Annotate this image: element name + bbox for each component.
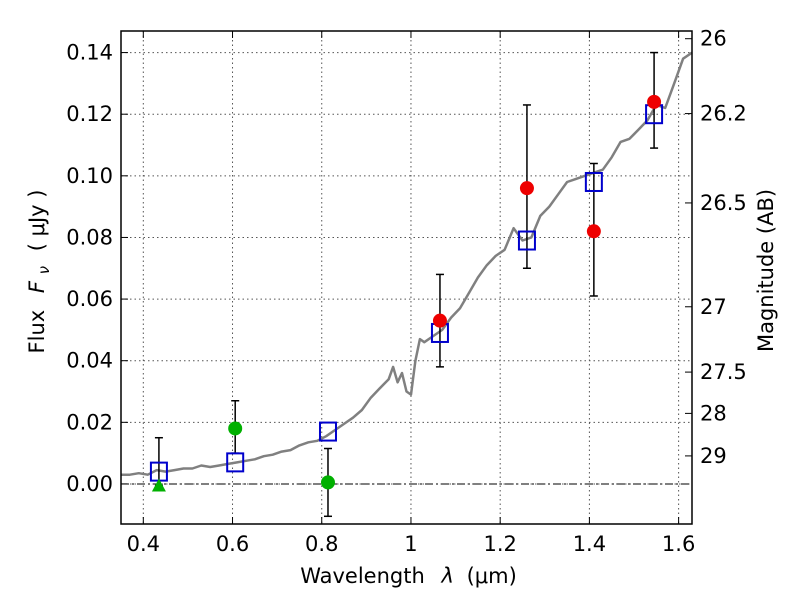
x-axis-label: Wavelength λ (μm): [300, 564, 517, 588]
y-axis-label: Flux F ν ( μJy ): [25, 190, 54, 354]
model-photometry-square: [584, 171, 603, 192]
data-point: [519, 181, 534, 196]
markers: [149, 94, 664, 492]
mag-tick-label: 28: [700, 401, 727, 425]
y-axis-label-text: Flux: [25, 310, 49, 354]
x-tick-label: 1.2: [483, 532, 516, 556]
model-photometry-square: [517, 230, 536, 251]
upper-limit-triangle: [151, 478, 166, 492]
y-axis-label-symbol: F: [25, 280, 49, 293]
mag-tick-label: 29: [700, 444, 727, 468]
model-photometry-square: [226, 452, 245, 473]
plot-frame: [120, 30, 693, 525]
x-axis-label-unit: (μm): [467, 564, 517, 588]
model-sed-layer: [121, 51, 693, 476]
y-tick-label: 0.12: [66, 102, 113, 126]
y-tick-label: 0.06: [66, 287, 113, 311]
y-tick-label: 0.04: [66, 349, 113, 373]
data-point: [228, 421, 243, 436]
y-tick-label: 0.00: [66, 472, 113, 496]
x-tick-label: 1: [404, 532, 417, 556]
y-tick-label: 0.02: [66, 410, 113, 434]
x-tick-label: 0.6: [216, 532, 249, 556]
y-tick-label: 0.10: [66, 164, 113, 188]
mag-tick-label: 27: [700, 295, 727, 319]
y-tick-label: 0.14: [66, 41, 113, 65]
model-sed-line: [121, 51, 693, 476]
y-tick-label: 0.08: [66, 225, 113, 249]
data-point: [432, 313, 447, 328]
x-axis-label-symbol: λ: [440, 564, 453, 588]
y2-axis-label: Magnitude (AB): [754, 189, 778, 352]
data-point: [586, 224, 601, 239]
error-bars: [154, 51, 659, 518]
grid: [121, 31, 692, 524]
data-point: [320, 475, 335, 490]
ticks: 0.4 0.6 0.8 1 1.2 1.4 1.6 0.00 0.02 0.04 0.06 0.08 0…: [66, 27, 747, 556]
y-axis-label-subscript: ν: [35, 266, 53, 274]
x-tick-label: 1.6: [662, 532, 695, 556]
y-axis-label-unit: ( μJy ): [25, 190, 49, 252]
model-photometry-square: [318, 421, 337, 442]
mag-tick-label: 26.5: [700, 191, 747, 215]
mag-tick-label: 27.5: [700, 360, 747, 384]
x-axis-label-text: Wavelength: [300, 564, 425, 588]
mag-tick-label: 26.2: [700, 102, 747, 126]
x-tick-label: 1.4: [573, 532, 606, 556]
x-tick-label: 0.8: [305, 532, 338, 556]
x-tick-label: 0.4: [127, 532, 160, 556]
data-point: [647, 94, 662, 109]
mag-tick-label: 26: [700, 27, 727, 51]
